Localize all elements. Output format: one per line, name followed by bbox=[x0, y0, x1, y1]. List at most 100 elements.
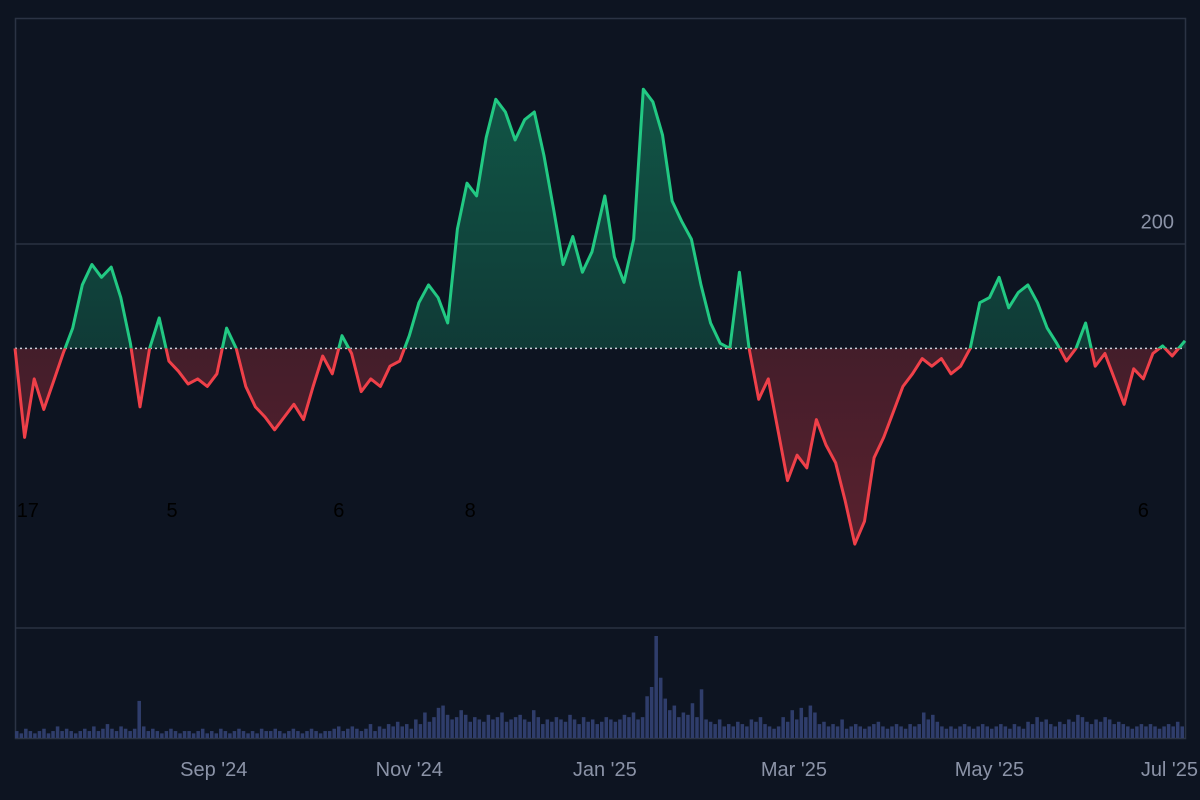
volume-bar bbox=[114, 731, 119, 738]
volume-bar bbox=[840, 719, 844, 738]
volume-bar bbox=[672, 705, 677, 738]
volume-bar bbox=[522, 719, 527, 738]
volume-bar bbox=[912, 726, 917, 738]
volume-bar bbox=[500, 712, 504, 738]
area-fill-below bbox=[15, 348, 1179, 545]
volume-bar bbox=[876, 721, 881, 738]
volume-bar bbox=[940, 726, 944, 738]
volume-bar bbox=[405, 724, 409, 738]
volume-bar bbox=[894, 724, 899, 738]
volume-bar bbox=[622, 714, 627, 738]
volume-bar bbox=[495, 717, 500, 738]
volume-bar bbox=[518, 714, 522, 738]
volume-bar bbox=[1116, 721, 1121, 738]
plot-frame bbox=[14, 17, 1187, 740]
volume-bar bbox=[559, 719, 563, 738]
volume-bar bbox=[586, 721, 590, 738]
volume-bar bbox=[980, 724, 985, 738]
volume-bar bbox=[976, 726, 980, 738]
volume-bar bbox=[459, 710, 463, 738]
volume-bar bbox=[46, 733, 51, 738]
volume-bar bbox=[967, 726, 971, 738]
volume-bar bbox=[268, 731, 273, 738]
volume-bar bbox=[958, 726, 962, 738]
volume-bar bbox=[731, 726, 736, 738]
volume-bar bbox=[536, 717, 541, 738]
volume-bar bbox=[83, 728, 87, 738]
volume-bar bbox=[232, 731, 237, 738]
volume-bar bbox=[69, 731, 73, 738]
volume-bar bbox=[1071, 721, 1076, 738]
volume-bar bbox=[1144, 726, 1148, 738]
volume-bar bbox=[640, 717, 645, 738]
volume-bar bbox=[631, 712, 636, 738]
volume-bar bbox=[24, 728, 28, 738]
volume-bar bbox=[282, 733, 287, 738]
volume-bar bbox=[15, 731, 19, 738]
volume-bar bbox=[994, 726, 999, 738]
volume-bar bbox=[844, 728, 849, 738]
volume-bar bbox=[1171, 726, 1175, 738]
volume-bar bbox=[19, 733, 24, 738]
volume-bar bbox=[885, 728, 890, 738]
volume-bar bbox=[554, 717, 559, 738]
volume-bar bbox=[373, 731, 377, 738]
volume-bar bbox=[119, 726, 123, 738]
volume-bar bbox=[395, 721, 400, 738]
volume-bar bbox=[962, 724, 967, 738]
volume-bar bbox=[355, 728, 359, 738]
marker-label: 5 bbox=[167, 500, 178, 522]
x-tick-label: Nov '24 bbox=[376, 759, 443, 781]
volume-bar bbox=[323, 731, 327, 738]
volume-bar bbox=[128, 731, 132, 738]
volume-bar bbox=[695, 717, 699, 738]
volume-bar bbox=[1162, 726, 1166, 738]
volume-bar bbox=[509, 719, 513, 738]
volume-bar bbox=[908, 724, 912, 738]
volume-bar bbox=[359, 731, 364, 738]
volume-bar bbox=[210, 731, 214, 738]
volume-bar bbox=[364, 728, 368, 738]
volume-bar bbox=[228, 733, 232, 738]
volume-bar bbox=[745, 726, 749, 738]
marker-label: 6 bbox=[333, 500, 344, 522]
volume-bar bbox=[132, 728, 137, 738]
volume-bar bbox=[64, 728, 69, 738]
volume-bar bbox=[314, 731, 318, 738]
volume-bar bbox=[763, 724, 767, 738]
x-tick-label: Sep '24 bbox=[180, 759, 247, 781]
volume-bar bbox=[336, 726, 341, 738]
volume-bar bbox=[477, 719, 482, 738]
volume-bar bbox=[785, 721, 790, 738]
volume-bar bbox=[618, 719, 622, 738]
volume-bar bbox=[717, 719, 722, 738]
volume-bar bbox=[590, 719, 595, 738]
volume-bar bbox=[1135, 726, 1139, 738]
volume-bar bbox=[921, 712, 926, 738]
volume-bar bbox=[863, 728, 867, 738]
price-line-above bbox=[14, 87, 1187, 349]
volume-bar bbox=[781, 717, 785, 738]
volume-bar bbox=[935, 721, 940, 738]
volume-bar bbox=[541, 724, 545, 738]
volume-bar bbox=[60, 731, 64, 738]
volume-bar bbox=[867, 726, 872, 738]
marker-label: 6 bbox=[1138, 500, 1149, 522]
volume-bar bbox=[726, 724, 731, 738]
volume-bar bbox=[441, 705, 445, 738]
volume-bar bbox=[985, 726, 989, 738]
volume-bar bbox=[37, 731, 42, 738]
volume-bar bbox=[173, 731, 178, 738]
volume-bar bbox=[1153, 726, 1157, 738]
volume-bar bbox=[890, 726, 894, 738]
marker-label: 8 bbox=[465, 500, 476, 522]
volume-bar bbox=[73, 733, 78, 738]
x-tick-label: Jul '25 bbox=[1141, 759, 1198, 781]
volume-bar bbox=[1044, 719, 1048, 738]
volume-bar bbox=[1035, 717, 1039, 738]
volume-bar bbox=[264, 731, 268, 738]
volume-bar bbox=[1026, 721, 1030, 738]
volume-bar bbox=[305, 731, 309, 738]
volume-bar bbox=[799, 707, 804, 738]
